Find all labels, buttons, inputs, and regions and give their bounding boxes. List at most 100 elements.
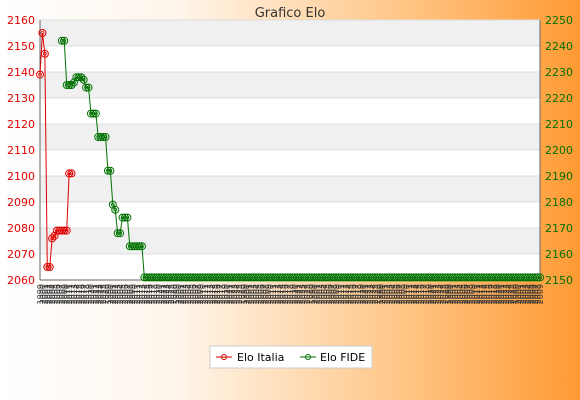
data-point-inner	[86, 85, 91, 90]
x-tick-label: 2021	[157, 284, 166, 304]
x-tick-label: 2010	[267, 284, 276, 304]
x-tick-label: 2008	[466, 284, 475, 304]
x-tick-label: 2013	[70, 284, 79, 304]
x-tick-label: 2018	[490, 284, 499, 304]
x-tick-label: 2001	[313, 284, 322, 304]
grid-band	[40, 20, 540, 46]
x-tick-label: 2024	[504, 284, 513, 304]
y-left-tick-label: 2090	[7, 196, 35, 209]
x-tick-label: 2009	[60, 284, 69, 304]
data-point	[60, 226, 69, 235]
x-tick-label: 2000	[378, 284, 387, 304]
x-tick-label: 2012	[203, 284, 212, 304]
grid-band	[40, 72, 540, 98]
chart-title: Grafico Elo	[255, 6, 326, 21]
x-tick-label: 2003	[386, 284, 395, 304]
data-point-inner	[40, 31, 45, 35]
x-tick-label: 2002	[247, 284, 256, 304]
x-tick-label: 2015	[143, 284, 152, 304]
x-tick-label: 2014	[208, 284, 217, 304]
legend: Elo Italia Elo FIDE	[209, 345, 373, 369]
data-point-inner	[64, 228, 69, 233]
legend-label-elo-italia: Elo Italia	[237, 351, 284, 364]
x-tick-label: 2017	[419, 284, 428, 304]
x-tick-label: 2016	[145, 284, 154, 304]
data-point-inner	[79, 75, 84, 80]
x-tick-label: 2009	[196, 284, 205, 304]
x-tick-label: 2000	[514, 284, 523, 304]
x-tick-label: 2024	[301, 284, 310, 304]
x-tick-label: 2016	[281, 284, 290, 304]
x-tick-label: 2003	[453, 284, 462, 304]
x-tick-label: 2005	[458, 284, 467, 304]
x-tick-label: 2018	[218, 284, 227, 304]
x-tick-label: 2008	[534, 284, 543, 304]
x-tick-label: 2005	[119, 284, 128, 304]
y-left-tick-label: 2080	[7, 222, 35, 235]
x-tick-label: 2021	[497, 284, 506, 304]
x-tick-label: 2006	[325, 284, 334, 304]
x-tick-label: 2006	[257, 284, 266, 304]
x-tick-label: 2006	[529, 284, 538, 304]
legend-marker-elo-fide	[305, 354, 311, 360]
x-tick-label: 2025	[507, 284, 516, 304]
x-tick-label: 2017	[148, 284, 157, 304]
x-tick-label: 2002	[451, 284, 460, 304]
data-point-inner	[140, 244, 144, 249]
x-tick-label: 2012	[68, 284, 77, 304]
x-tick-label: 2026	[237, 284, 246, 304]
grid-band	[40, 176, 540, 202]
data-point-inner	[38, 72, 42, 77]
data-point	[69, 78, 78, 87]
x-tick-label: 2002	[315, 284, 324, 304]
x-tick-label: 2009	[400, 284, 409, 304]
y-right-tick-label: 2180	[545, 196, 573, 209]
data-point	[67, 169, 76, 178]
x-tick-label: 2009	[128, 284, 137, 304]
x-tick-label: 2004	[184, 284, 193, 304]
x-tick-label: 2002	[111, 284, 120, 304]
y-left-tick-label: 2100	[7, 170, 35, 183]
x-tick-label: 2000	[446, 284, 455, 304]
x-tick-label: 2025	[371, 284, 380, 304]
data-point	[123, 213, 132, 222]
x-tick-label: 2019	[220, 284, 229, 304]
data-point	[116, 229, 125, 238]
data-point-inner	[69, 171, 74, 176]
x-tick-label: 2018	[422, 284, 431, 304]
x-tick-label: 2020	[155, 284, 164, 304]
x-tick-label: 2010	[131, 284, 140, 304]
x-tick-label: 2022	[296, 284, 305, 304]
data-point-inner	[93, 111, 98, 116]
x-tick-label: 2010	[199, 284, 208, 304]
x-tick-label: 2001	[109, 284, 118, 304]
x-tick-label: 2003	[250, 284, 259, 304]
x-tick-label: 2026	[373, 284, 382, 304]
x-tick-label: 2000	[38, 284, 47, 304]
data-point	[82, 83, 91, 92]
y-left-tick-label: 2060	[7, 274, 35, 287]
x-tick-label: 2019	[356, 284, 365, 304]
data-point	[60, 36, 69, 45]
x-tick-label: 2022	[92, 284, 101, 304]
x-tick-label: 2004	[388, 284, 397, 304]
grid-band	[40, 228, 540, 254]
x-tick-label: 2024	[165, 284, 174, 304]
x-tick-label: 2017	[352, 284, 361, 304]
x-tick-label: 1999	[512, 284, 521, 304]
x-tick-label: 2023	[434, 284, 443, 304]
x-tick-label: 2013	[342, 284, 351, 304]
data-point-inner	[72, 80, 76, 85]
x-tick-label: 2020	[87, 284, 96, 304]
data-point	[113, 229, 122, 238]
y-right-tick-label: 2160	[545, 248, 573, 261]
x-tick-label: 2024	[97, 284, 106, 304]
x-tick-label: 2009	[536, 284, 545, 304]
x-tick-label: 2020	[291, 284, 300, 304]
x-tick-label: 2002	[519, 284, 528, 304]
data-point	[43, 263, 52, 271]
x-tick-label: 1999	[444, 284, 453, 304]
x-tick-label: 2004	[320, 284, 329, 304]
data-point-inner	[47, 265, 52, 269]
data-point	[40, 49, 49, 58]
